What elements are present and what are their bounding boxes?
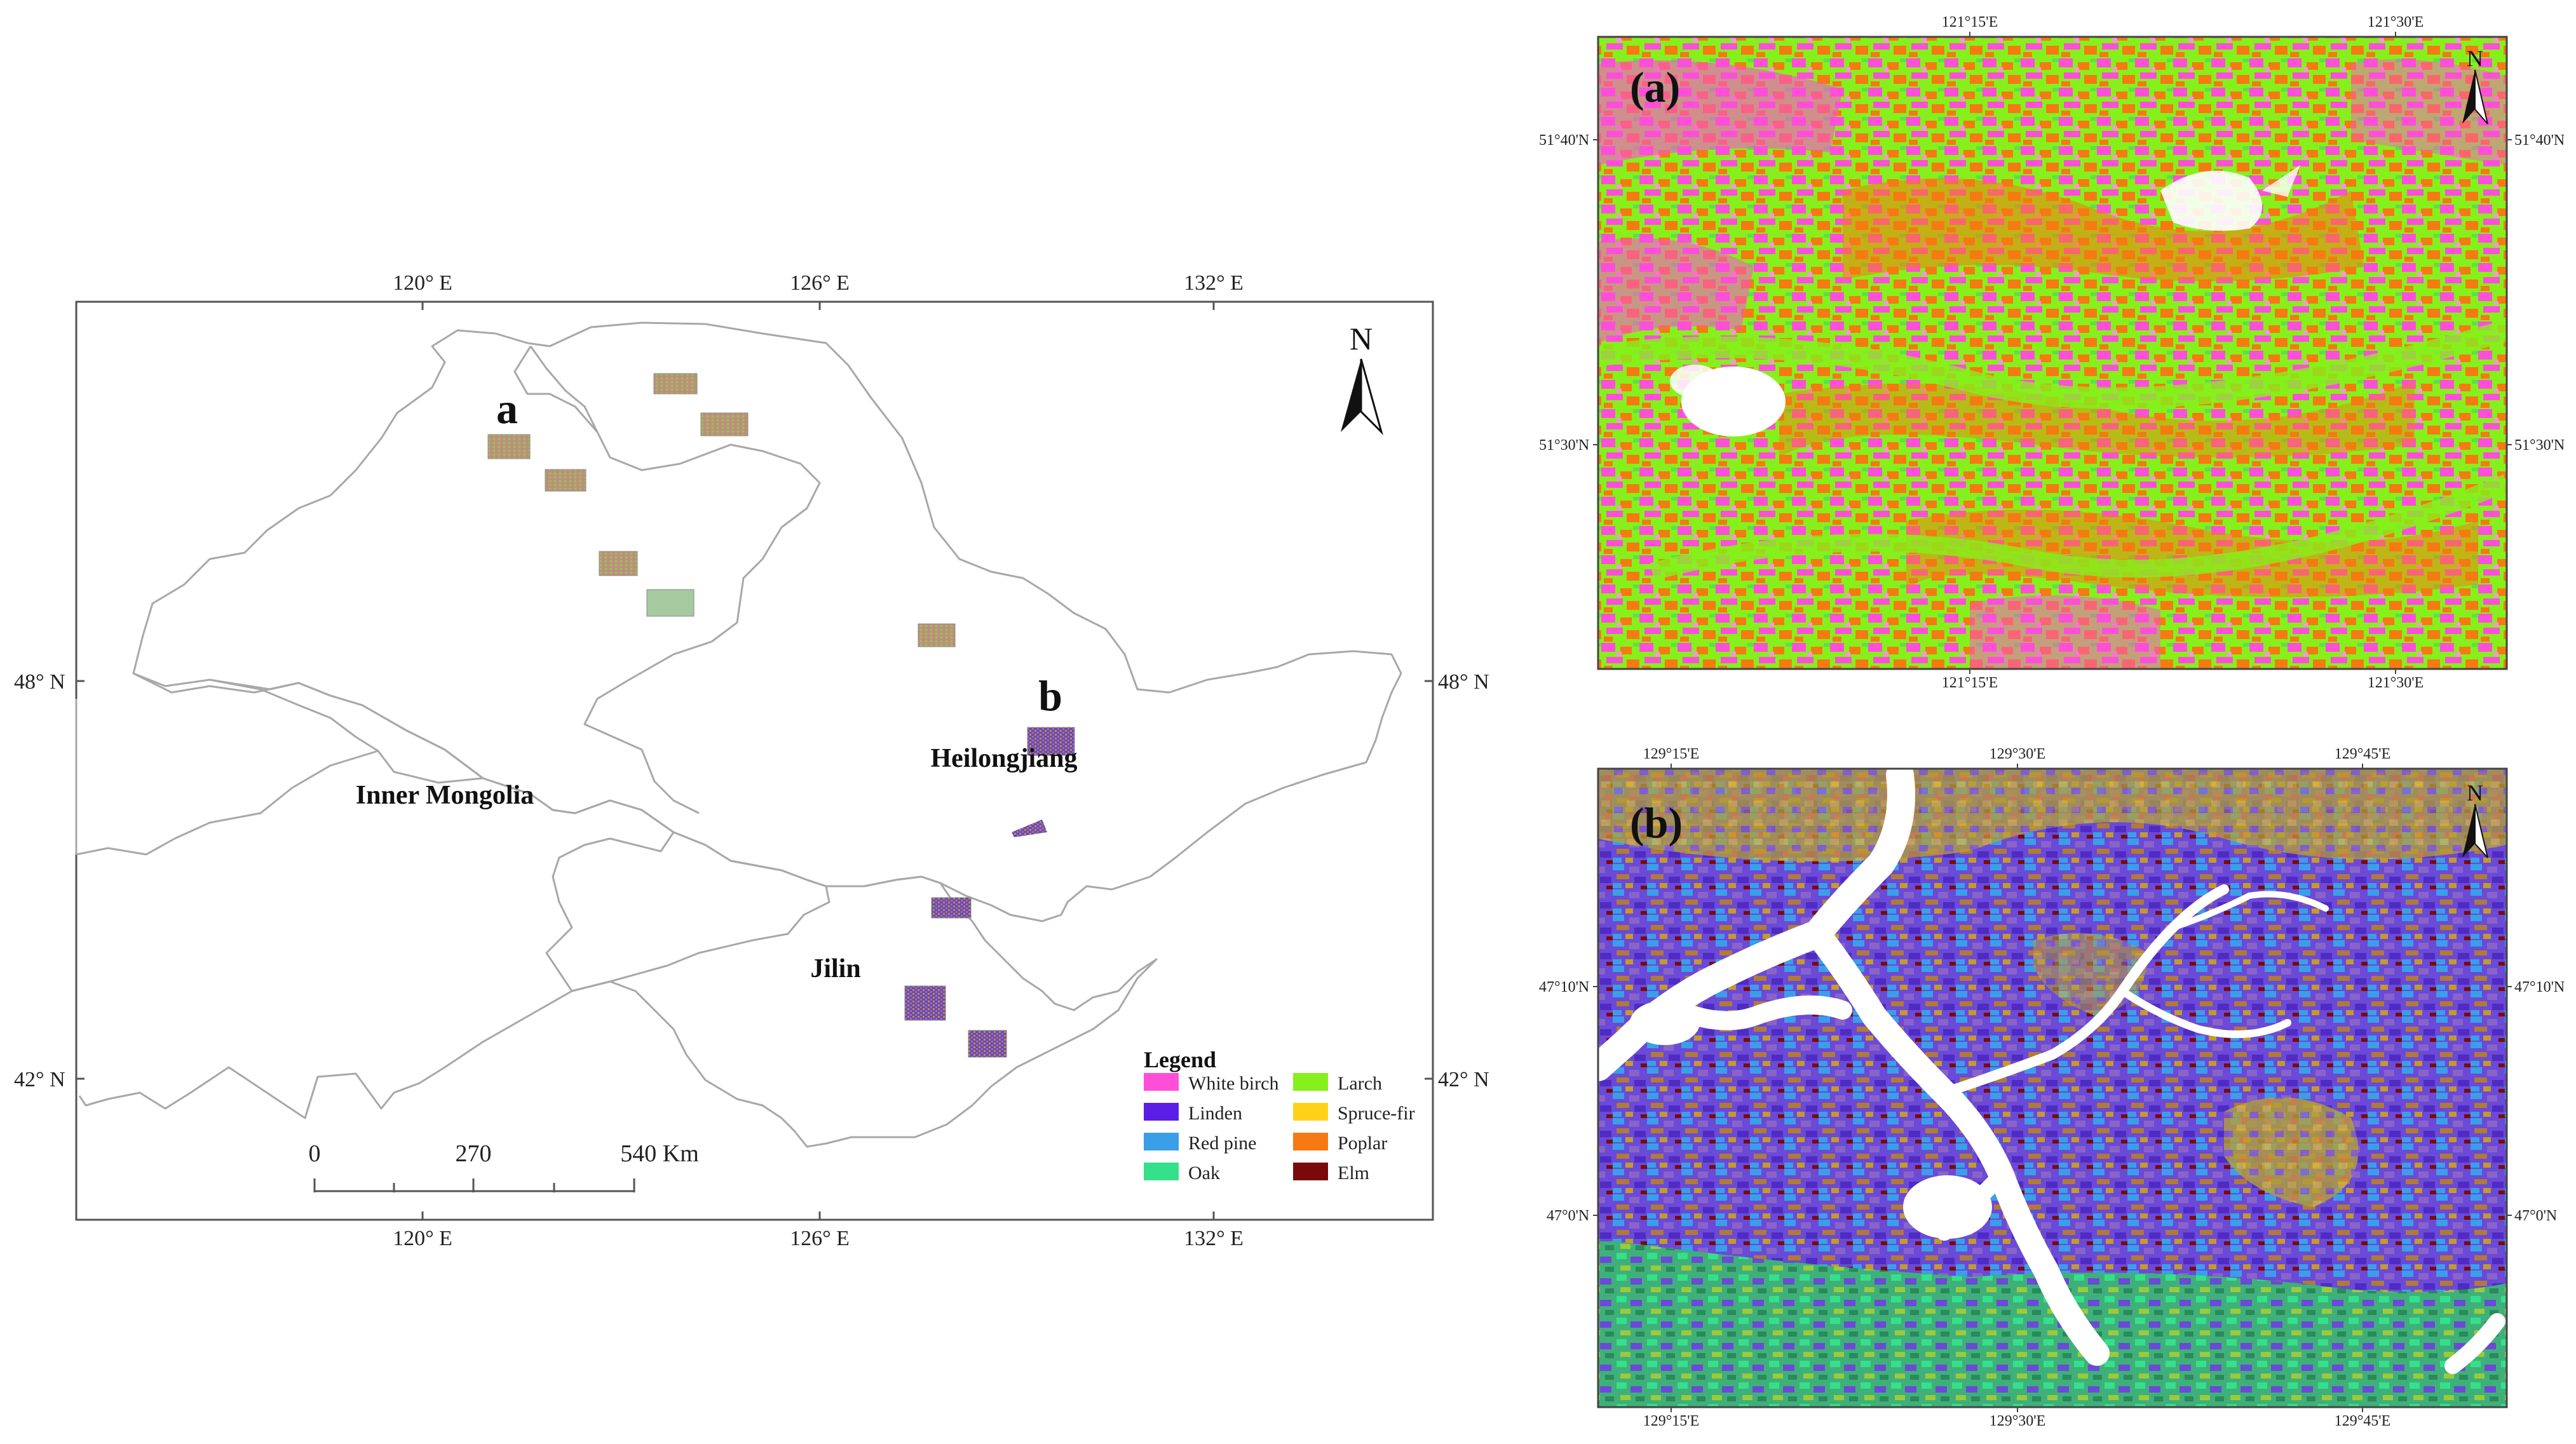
site-tile [968, 1030, 1007, 1058]
bottom-tick-label: 120° E [393, 1227, 452, 1250]
panel-b-top-tick: 129°30'E [1990, 746, 2046, 762]
legend-label: Spruce-fir [1338, 1103, 1415, 1124]
legend-swatch [1293, 1133, 1328, 1150]
north-arrow-icon: N [2462, 46, 2488, 125]
site-tile [1012, 820, 1047, 837]
panel-a-right-tick: 51°40'N [2514, 132, 2565, 149]
site-tile [599, 551, 638, 576]
panel-b-top-tick: 129°45'E [2335, 746, 2391, 762]
site-tile [1027, 727, 1075, 756]
north-arrow-icon: N [2462, 780, 2488, 858]
site-tile [653, 373, 698, 395]
site-tile [700, 412, 749, 436]
panel-b-right-tick: 47°0'N [2514, 1208, 2557, 1224]
panel-b-right-tick: 47°10'N [2514, 979, 2565, 995]
panel-b-bottom-tick: 129°15'E [1643, 1413, 1700, 1429]
legend-label: Elm [1338, 1163, 1369, 1184]
site-tile [904, 985, 946, 1021]
top-tick-label: 132° E [1184, 271, 1244, 295]
legend-swatch [1144, 1073, 1179, 1091]
panel-a-bottom-tick: 121°15'E [1942, 675, 1998, 691]
scale-label: 0 [309, 1140, 321, 1167]
right-tick-label: 48° N [1438, 670, 1489, 694]
panel-b-left-tick: 47°0'N [1547, 1208, 1589, 1224]
panel-a-top-tick: 121°15'E [1942, 14, 1998, 30]
panel-b-north-label: N [2467, 780, 2483, 806]
scale-label: 540 Km [620, 1140, 699, 1167]
legend-swatch [1293, 1103, 1328, 1121]
legend-swatch [1144, 1133, 1179, 1150]
site-tile [487, 434, 531, 459]
legend-swatch [1144, 1103, 1179, 1121]
right-tick-label: 42° N [1438, 1068, 1489, 1091]
panel-a-north-label: N [2467, 46, 2483, 71]
site-tile [931, 897, 972, 919]
bottom-tick-label: 126° E [790, 1227, 850, 1250]
panel-a-left-tick: 51°40'N [1539, 132, 1589, 149]
legend-swatch [1144, 1163, 1179, 1180]
legend: Legend White birch Larch Linden Spruce-fir R… [1144, 1047, 1415, 1184]
jilin-boundary [545, 832, 1158, 1148]
legend-label: Red pine [1188, 1133, 1256, 1154]
scale-label: 270 [456, 1140, 492, 1167]
heilongjiang-boundary [269, 321, 1402, 922]
bottom-tick-label: 132° E [1184, 1227, 1244, 1250]
site-tile [646, 589, 695, 617]
legend-label: Larch [1338, 1073, 1382, 1094]
panel-b-top-tick: 129°15'E [1643, 746, 1700, 762]
region-label-heilongjiang: Heilongjiang [930, 744, 1077, 773]
scale-bar: 0 270 540 Km [309, 1140, 699, 1192]
legend-label: White birch [1188, 1073, 1278, 1094]
panel-b-left-tick: 47°10'N [1539, 979, 1589, 995]
site-tile [918, 623, 956, 647]
top-tick-label: 126° E [790, 271, 850, 295]
north-label: N [1350, 321, 1373, 356]
legend-swatch [1293, 1163, 1328, 1180]
site-label-a: a [496, 384, 518, 433]
legend-label: Linden [1188, 1103, 1242, 1124]
legend-swatch [1293, 1073, 1328, 1091]
top-tick-label: 120° E [393, 271, 452, 295]
inner-mongolia-boundary [75, 329, 830, 1119]
legend-label: Oak [1188, 1163, 1220, 1184]
panel-b-bottom-tick: 129°45'E [2335, 1413, 2391, 1429]
panel-a: (a) N 121°15'E 121°30'E 121°15'E 121°30'… [1539, 14, 2565, 691]
panel-b-label: (b) [1630, 799, 1683, 847]
legend-title: Legend [1144, 1047, 1216, 1072]
left-tick-label: 42° N [14, 1068, 65, 1091]
panel-a-right-tick: 51°30'N [2514, 437, 2565, 454]
sample-sites [487, 373, 1075, 1058]
site-label-b: b [1038, 671, 1062, 720]
map-frame [75, 300, 1434, 1221]
region-label-inner-mongolia: Inner Mongolia [356, 781, 534, 810]
panel-b: (b) N 129°15'E 129°30'E 129°45'E 129°15'… [1539, 746, 2565, 1429]
main-map: 120° E 126° E 132° E 120° E 126° E 132° … [14, 271, 1489, 1250]
panel-a-top-tick: 121°30'E [2368, 14, 2424, 30]
panel-a-left-tick: 51°30'N [1539, 437, 1589, 454]
left-tick-label: 48° N [14, 670, 65, 694]
legend-label: Poplar [1338, 1133, 1387, 1154]
region-label-jilin: Jilin [810, 954, 860, 983]
panel-a-label: (a) [1630, 63, 1680, 111]
panel-b-bottom-tick: 129°30'E [1990, 1413, 2046, 1429]
north-arrow-icon: N [1341, 321, 1383, 436]
site-tile [545, 469, 586, 492]
panel-a-bottom-tick: 121°30'E [2368, 675, 2424, 691]
